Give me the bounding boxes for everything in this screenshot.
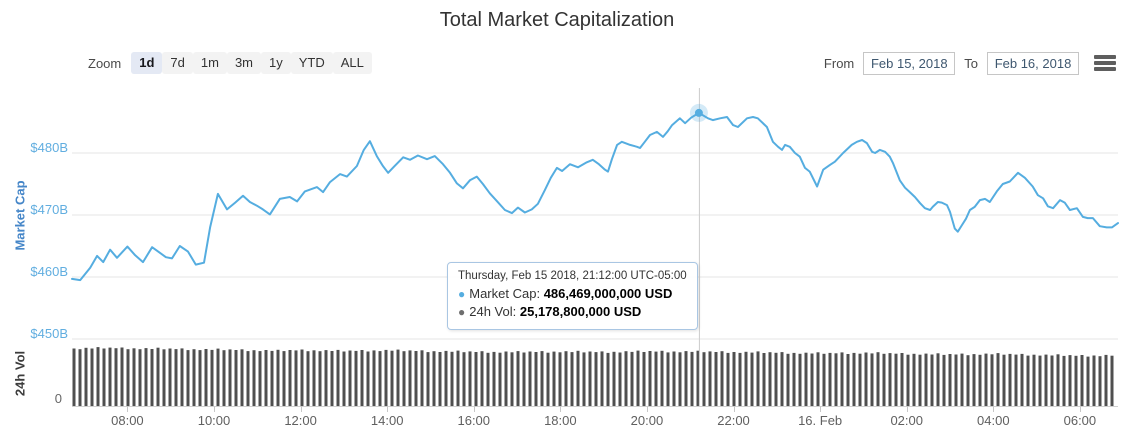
- zoom-button-1m[interactable]: 1m: [192, 52, 227, 74]
- zoom-button-all[interactable]: ALL: [332, 52, 372, 74]
- from-date-input[interactable]: [863, 51, 956, 75]
- market-cap-line: [71, 111, 1119, 282]
- zoom-button-1d[interactable]: 1d: [131, 52, 163, 74]
- from-label: From: [823, 55, 855, 71]
- selected-point-marker: [694, 108, 703, 117]
- volume-bars: [72, 347, 1114, 406]
- date-range-toolbar: From To: [824, 51, 1116, 75]
- zoom-button-7d[interactable]: 7d: [162, 52, 193, 74]
- chart-title: Total Market Capitalization: [439, 9, 675, 31]
- hamburger-menu-icon[interactable]: [1094, 55, 1116, 71]
- zoom-buttons-group: 1d 7d 1m 3m 1y YTD ALL: [131, 52, 372, 74]
- zoom-button-1y[interactable]: 1y: [261, 52, 291, 74]
- zoom-button-ytd[interactable]: YTD: [290, 52, 333, 74]
- zoom-range-toolbar: Zoom 1d 7d 1m 3m 1y YTD ALL: [88, 51, 372, 75]
- zoom-button-3m[interactable]: 3m: [226, 52, 261, 74]
- to-label: To: [964, 55, 978, 71]
- to-date-input[interactable]: [987, 51, 1079, 75]
- zoom-label: Zoom: [88, 55, 122, 71]
